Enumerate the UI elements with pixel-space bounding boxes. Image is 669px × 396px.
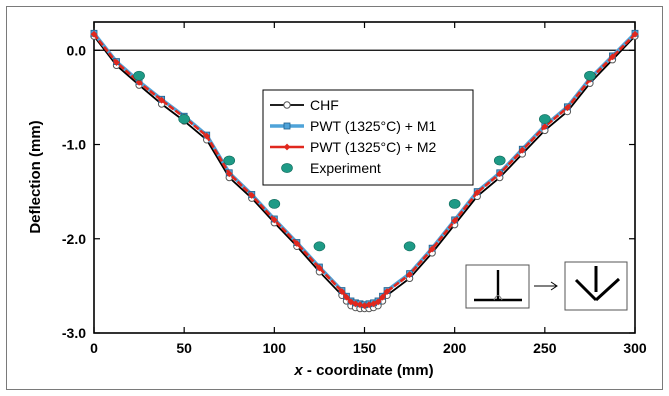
joint-deformation-inset	[465, 261, 628, 311]
data-point	[223, 155, 236, 166]
data-point	[451, 217, 459, 225]
y-tick-label: -3.0	[62, 325, 86, 341]
data-point	[313, 241, 326, 252]
data-point	[356, 301, 364, 309]
series-2	[90, 30, 639, 310]
x-tick-label: 250	[533, 340, 557, 356]
figure-frame	[6, 6, 663, 390]
x-tick-label: 100	[263, 340, 287, 356]
data-point	[403, 241, 416, 252]
data-point	[448, 198, 461, 209]
data-point	[493, 155, 506, 166]
legend-swatch-marker	[283, 143, 291, 151]
data-point	[584, 70, 596, 81]
data-point	[133, 70, 145, 81]
data-point	[225, 170, 233, 178]
legend-entry: CHF	[270, 97, 339, 113]
data-point	[293, 240, 301, 247]
data-point	[541, 123, 549, 131]
data-point	[158, 96, 166, 104]
x-axis-label-italic: x	[293, 362, 303, 379]
data-point	[248, 191, 256, 199]
legend-entry: PWT (1325°C) + M1	[270, 118, 437, 134]
data-point	[428, 245, 436, 253]
legend-entry: PWT (1325°C) + M2	[270, 139, 437, 155]
series-layer	[90, 29, 639, 313]
data-point	[609, 53, 616, 61]
data-point	[539, 114, 551, 124]
x-tick-label: 150	[353, 340, 377, 356]
x-tick-label: 300	[623, 340, 647, 356]
legend: CHF PWT (1325°C) + M1 PWT (1325°C) + M2 Exp…	[262, 89, 474, 186]
inset-after-left-flange	[574, 278, 598, 302]
legend-label: CHF	[310, 97, 339, 113]
x-tick-label: 0	[90, 340, 98, 356]
legend-label: Experiment	[310, 160, 381, 176]
data-point	[631, 30, 639, 38]
y-tick-label: -2.0	[62, 231, 86, 247]
data-point	[374, 298, 382, 306]
y-axis-label: Deflection (mm)	[27, 120, 44, 233]
data-point	[90, 30, 98, 38]
data-point	[379, 293, 386, 301]
inset-after-right-flange	[594, 277, 621, 302]
y-tick-label: 0.0	[67, 42, 87, 58]
legend-swatch-marker	[283, 101, 291, 109]
x-tick-label: 50	[176, 340, 192, 356]
x-axis-label: x - coordinate (mm)	[293, 362, 433, 379]
data-point	[496, 170, 504, 178]
data-point	[270, 216, 278, 224]
data-point	[518, 146, 526, 154]
data-point	[563, 104, 571, 112]
x-axis-label-rest: - coordinate (mm)	[303, 362, 434, 379]
legend-label: PWT (1325°C) + M1	[310, 118, 437, 134]
data-point	[383, 288, 391, 295]
legend-swatch-marker	[283, 122, 291, 130]
data-point	[473, 189, 481, 197]
inset-before-weld	[493, 295, 503, 301]
data-point	[352, 300, 359, 308]
y-tick-label: -1.0	[62, 137, 86, 153]
legend-entry: Experiment	[281, 160, 381, 176]
legend-label: PWT (1325°C) + M2	[310, 139, 437, 155]
legend-swatch-marker	[281, 163, 293, 173]
data-point	[406, 271, 414, 278]
data-point	[178, 114, 190, 124]
axis-ticks: 0 50 100 150 200 250 300 0.0 -1.0 -2.0 -3.0	[62, 22, 647, 356]
data-point	[135, 78, 143, 86]
x-tick-label: 200	[443, 340, 467, 356]
series-3	[133, 70, 596, 252]
inset-arrow-icon	[534, 281, 558, 291]
data-point	[338, 288, 346, 295]
data-point	[268, 198, 281, 209]
data-point	[343, 293, 350, 301]
data-point	[315, 264, 323, 272]
data-point	[113, 59, 120, 66]
data-point	[203, 132, 211, 140]
